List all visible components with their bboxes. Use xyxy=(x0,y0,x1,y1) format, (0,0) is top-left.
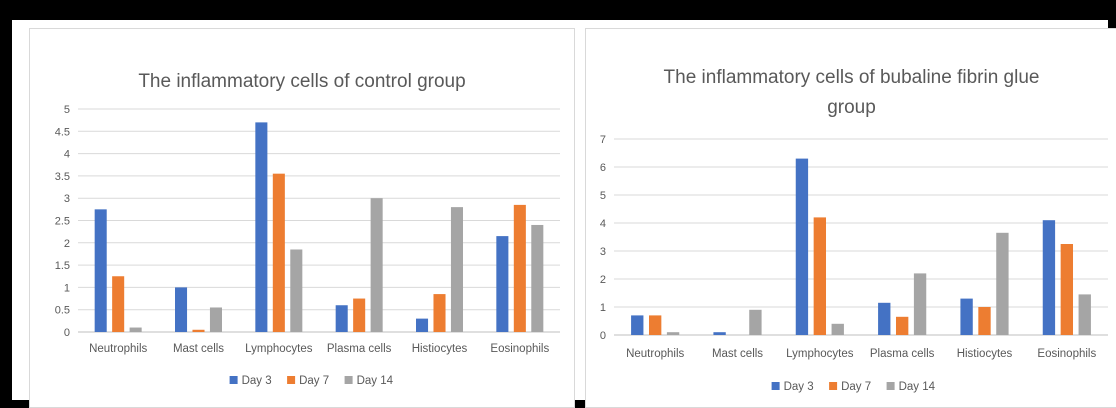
x-category-label: Mast cells xyxy=(712,348,763,360)
x-category-label: Neutrophils xyxy=(626,348,684,360)
legend-label-day-7: Day 7 xyxy=(299,375,329,387)
bar-lymphocytes-day-7 xyxy=(813,217,827,335)
bar-lymphocytes-day-7 xyxy=(272,173,285,332)
chart-fibrin-glue-group-svg: The inflammatory cells of bubaline fibri… xyxy=(600,67,1108,393)
bar-neutrophils-day-3 xyxy=(631,315,644,335)
x-category-label: Plasma cells xyxy=(870,348,935,360)
y-tick-label: 4.5 xyxy=(55,126,70,138)
chart-title-line: group xyxy=(827,97,876,118)
bar-neutrophils-day-3 xyxy=(94,209,107,332)
bar-neutrophils-day-7 xyxy=(112,276,125,332)
bar-histiocytes-day-14 xyxy=(996,232,1009,335)
legend-label-day-3: Day 3 xyxy=(784,381,814,393)
legend-label-day-7: Day 7 xyxy=(841,381,871,393)
bar-plasma-cells-day-3 xyxy=(335,305,348,332)
bar-lymphocytes-day-14 xyxy=(290,249,303,332)
chart-title-line: The inflammatory cells of bubaline fibri… xyxy=(664,67,1040,88)
bar-plasma-cells-day-7 xyxy=(353,298,366,332)
y-tick-label: 5 xyxy=(64,104,70,116)
bar-neutrophils-day-14 xyxy=(666,332,680,335)
y-tick-label: 3 xyxy=(64,193,70,205)
x-category-label: Neutrophils xyxy=(89,343,147,355)
legend-label-day-3: Day 3 xyxy=(242,375,272,387)
bar-histiocytes-day-3 xyxy=(416,318,429,332)
y-tick-label: 3.5 xyxy=(55,171,70,183)
legend-swatch-day-14 xyxy=(886,382,895,390)
bar-eosinophils-day-7 xyxy=(513,204,526,332)
x-category-label: Mast cells xyxy=(173,343,224,355)
y-tick-label: 0.5 xyxy=(55,305,70,317)
bar-histiocytes-day-14 xyxy=(450,207,463,332)
x-category-label: Histiocytes xyxy=(412,343,468,355)
y-tick-label: 3 xyxy=(600,246,606,258)
bar-plasma-cells-day-7 xyxy=(895,316,909,335)
y-tick-label: 2 xyxy=(600,274,606,286)
bar-mast-cells-day-3 xyxy=(175,287,188,332)
y-tick-label: 2 xyxy=(64,238,70,250)
chart-fibrin-glue-group: The inflammatory cells of bubaline fibri… xyxy=(585,28,1116,408)
y-tick-label: 1.5 xyxy=(55,260,70,272)
chart-control-group-svg: The inflammatory cells of control group 0… xyxy=(55,71,560,387)
y-tick-label: 2.5 xyxy=(55,216,70,228)
x-category-label: Lymphocytes xyxy=(245,343,313,355)
figure-frame: The inflammatory cells of control group 0… xyxy=(12,20,1116,408)
legend-label-day-14: Day 14 xyxy=(899,381,936,393)
y-tick-label: 0 xyxy=(64,327,70,339)
bar-eosinophils-day-3 xyxy=(1042,220,1056,335)
y-tick-label: 1 xyxy=(600,302,606,314)
y-tick-label: 5 xyxy=(600,190,606,202)
bar-mast-cells-day-3 xyxy=(713,332,726,335)
bar-histiocytes-day-7 xyxy=(433,294,446,332)
x-category-label: Plasma cells xyxy=(327,343,392,355)
bar-lymphocytes-day-3 xyxy=(795,158,809,335)
legend-swatch-day-3 xyxy=(771,382,780,390)
x-category-label: Lymphocytes xyxy=(786,348,854,360)
bar-mast-cells-day-14 xyxy=(209,307,222,332)
y-tick-label: 1 xyxy=(64,282,70,294)
y-tick-label: 6 xyxy=(600,162,606,174)
legend-swatch-day-7 xyxy=(829,382,838,390)
bar-plasma-cells-day-3 xyxy=(878,302,891,335)
bar-histiocytes-day-3 xyxy=(960,298,973,335)
bar-eosinophils-day-14 xyxy=(531,224,544,332)
bar-eosinophils-day-14 xyxy=(1078,294,1091,335)
y-tick-label: 0 xyxy=(600,330,606,342)
x-category-label: Eosinophils xyxy=(490,343,549,355)
x-category-label: Eosinophils xyxy=(1037,348,1096,360)
legend-label-day-14: Day 14 xyxy=(357,375,394,387)
bar-plasma-cells-day-14 xyxy=(370,198,383,332)
bar-lymphocytes-day-3 xyxy=(255,122,268,332)
x-category-label: Histiocytes xyxy=(957,348,1013,360)
bar-lymphocytes-day-14 xyxy=(831,323,844,335)
bar-mast-cells-day-7 xyxy=(192,329,205,332)
bar-mast-cells-day-14 xyxy=(749,309,762,335)
legend-swatch-day-3 xyxy=(229,376,238,384)
bar-neutrophils-day-7 xyxy=(648,315,662,335)
bar-eosinophils-day-3 xyxy=(496,236,509,332)
legend-swatch-day-7 xyxy=(287,376,296,384)
chart-title-line: The inflammatory cells of control group xyxy=(138,71,465,92)
bar-plasma-cells-day-14 xyxy=(913,273,927,335)
bar-eosinophils-day-7 xyxy=(1060,244,1074,335)
bar-neutrophils-day-14 xyxy=(129,327,142,332)
chart-control-group: The inflammatory cells of control group 0… xyxy=(29,28,575,408)
y-tick-label: 4 xyxy=(600,218,606,230)
legend-swatch-day-14 xyxy=(344,376,353,384)
y-tick-label: 7 xyxy=(600,134,606,146)
y-tick-label: 4 xyxy=(64,149,70,161)
bar-histiocytes-day-7 xyxy=(978,307,991,335)
